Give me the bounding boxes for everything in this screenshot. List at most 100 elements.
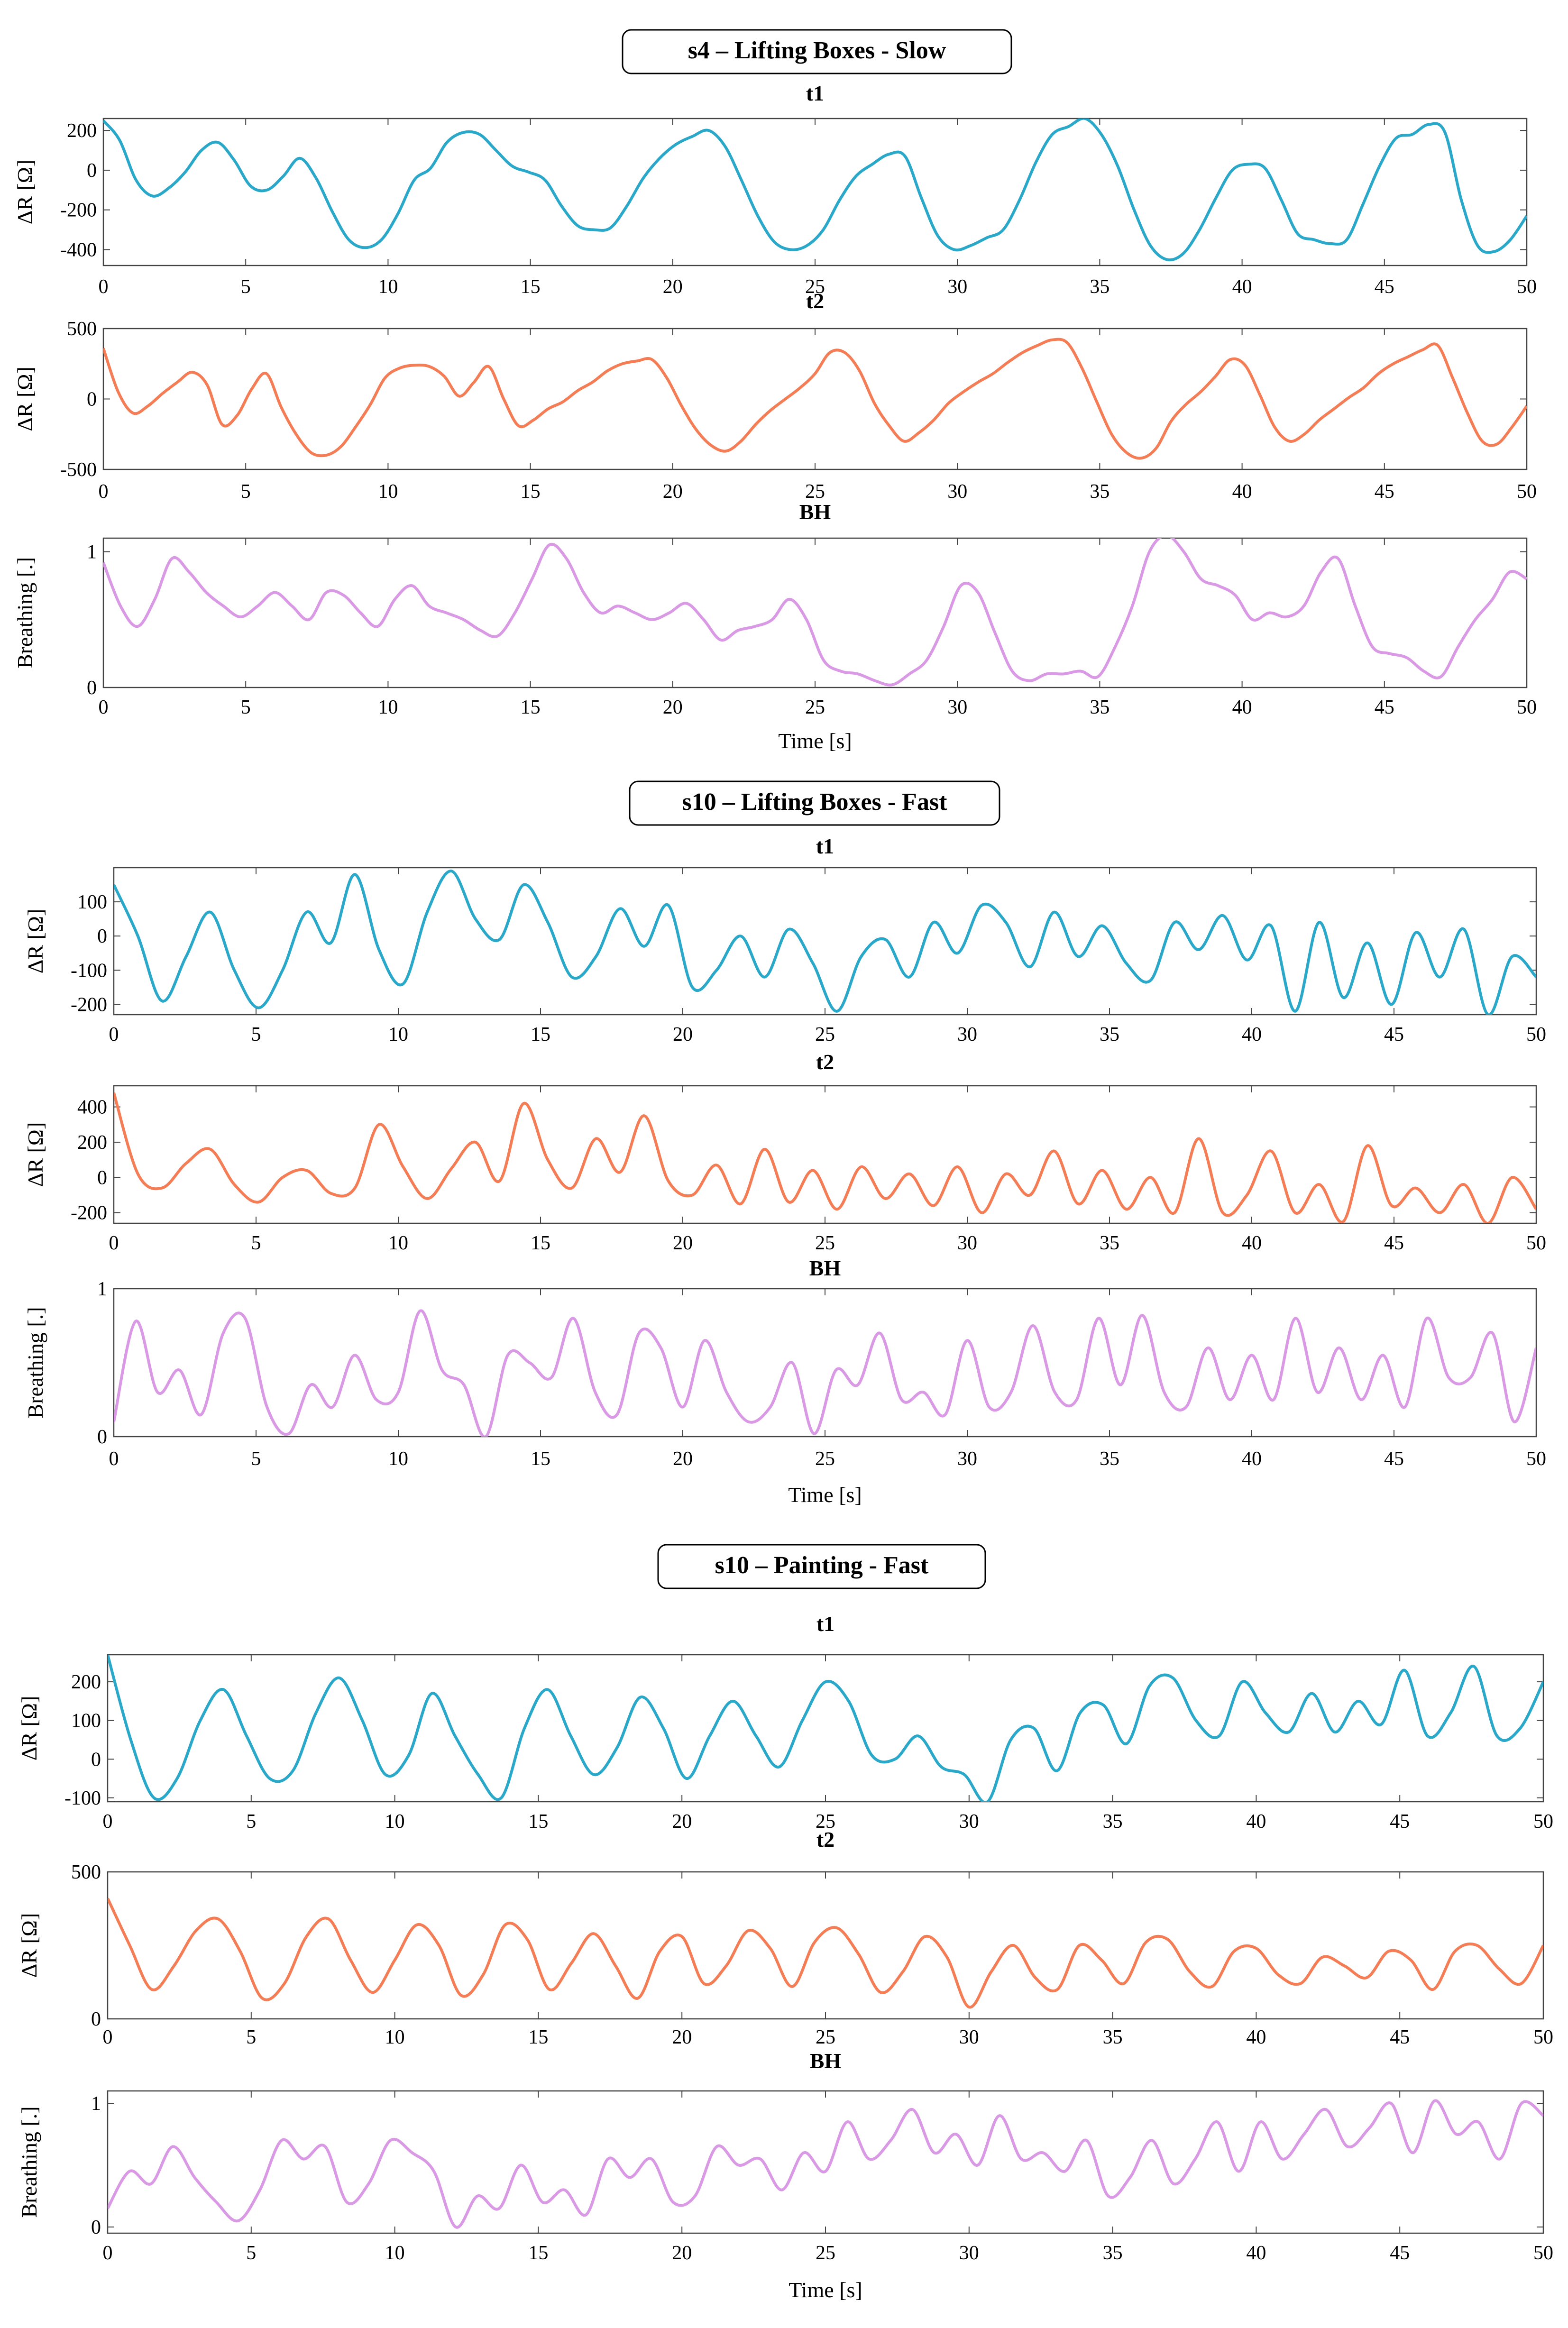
x-tick-label: 0 [99, 276, 109, 298]
y-tick-label: 0 [91, 1749, 101, 1770]
x-tick-label: 15 [521, 697, 541, 718]
panel-title: t2 [816, 1050, 834, 1074]
y-axis-label: Breathing [.] [17, 2106, 41, 2218]
y-tick-label: 1 [87, 541, 97, 563]
x-tick-label: 10 [378, 481, 398, 503]
x-tick-label: 15 [528, 2026, 548, 2048]
plot-frame [107, 2090, 1544, 2234]
series-line-t1 [114, 870, 1536, 1015]
panel-bh: BH 0 5 10 15 20 25 30 35 40 45 50 0 1 Breathing [.] Tim… [13, 500, 1537, 753]
x-tick-label: 25 [805, 697, 825, 718]
series-line-bh [114, 1309, 1536, 1437]
y-tick-label: 500 [67, 318, 97, 340]
y-axis-label: ΔR [Ω] [23, 909, 47, 974]
x-tick-label: 15 [531, 1024, 550, 1045]
series-line-t2 [103, 338, 1527, 460]
y-tick-label: 200 [71, 1671, 101, 1693]
x-tick-label: 15 [531, 1232, 550, 1254]
x-tick-label: 45 [1384, 1448, 1404, 1470]
x-tick-label: 0 [109, 1024, 119, 1045]
y-tick-label: 0 [87, 389, 97, 411]
x-tick-label: 45 [1375, 481, 1394, 503]
x-tick-label: 10 [385, 2026, 405, 2048]
x-tick-label: 30 [959, 2026, 979, 2048]
y-tick-label: 0 [97, 1167, 107, 1189]
x-tick-label: 50 [1517, 697, 1537, 718]
x-tick-label: 45 [1390, 2242, 1410, 2264]
x-tick-label: 30 [959, 2242, 979, 2264]
x-tick-label: 0 [109, 1232, 119, 1254]
panel-title: t2 [806, 289, 824, 313]
x-tick-label: 20 [672, 2026, 692, 2048]
x-tick-label: 5 [241, 697, 251, 718]
x-tick-label: 5 [241, 481, 251, 503]
x-tick-label: 40 [1242, 1024, 1262, 1045]
x-tick-label: 15 [528, 2242, 548, 2264]
x-tick-label: 50 [1533, 2242, 1553, 2264]
x-tick-label: 10 [378, 276, 398, 298]
y-tick-label: 500 [71, 1861, 101, 1883]
panel-t1: t1 0 5 10 15 20 25 30 35 40 45 50 -200 -100 0 100 ΔR [Ω] [23, 834, 1546, 1045]
x-tick-label: 45 [1384, 1024, 1404, 1045]
x-tick-label: 40 [1232, 697, 1252, 718]
x-tick-label: 35 [1090, 481, 1110, 503]
x-tick-label: 0 [103, 1811, 113, 1833]
x-tick-label: 30 [957, 1232, 977, 1254]
y-tick-label: 100 [71, 1710, 101, 1732]
x-tick-label: 30 [957, 1024, 977, 1045]
x-tick-label: 50 [1533, 2026, 1553, 2048]
x-tick-label: 5 [246, 2242, 256, 2264]
x-tick-label: 25 [816, 2026, 835, 2048]
x-axis-label: Time [s] [789, 2278, 862, 2302]
x-tick-label: 20 [663, 481, 683, 503]
plot-frame [102, 328, 1528, 470]
x-tick-label: 45 [1384, 1232, 1404, 1254]
x-tick-label: 35 [1103, 2026, 1123, 2048]
x-tick-label: 10 [388, 1024, 408, 1045]
panel-title: t1 [816, 1612, 834, 1636]
x-tick-label: 30 [947, 481, 967, 503]
chart-group-3: s10 – Painting - Fast t1 0 5 10 15 20 25 30 35 40 4… [17, 1544, 1553, 2302]
x-tick-label: 30 [959, 1811, 979, 1833]
x-tick-label: 15 [521, 276, 541, 298]
x-tick-label: 20 [673, 1232, 693, 1254]
x-tick-label: 15 [521, 481, 541, 503]
x-tick-label: 5 [251, 1232, 261, 1254]
y-tick-label: -400 [60, 239, 97, 261]
y-tick-label: 200 [67, 120, 97, 142]
y-tick-label: 0 [87, 677, 97, 699]
y-tick-label: -100 [71, 960, 107, 981]
x-tick-label: 0 [99, 481, 109, 503]
x-tick-label: 30 [957, 1448, 977, 1470]
plot-frame [102, 537, 1528, 688]
x-tick-label: 50 [1526, 1024, 1546, 1045]
x-tick-label: 5 [246, 2026, 256, 2048]
x-tick-label: 50 [1517, 481, 1537, 503]
y-axis-label: ΔR [Ω] [13, 367, 37, 431]
x-tick-label: 10 [388, 1448, 408, 1470]
x-tick-label: 25 [816, 2242, 835, 2264]
x-tick-label: 35 [1100, 1448, 1119, 1470]
x-tick-label: 35 [1090, 697, 1110, 718]
x-tick-label: 35 [1090, 276, 1110, 298]
plot-frame [113, 1085, 1537, 1224]
panel-t1: t1 0 5 10 15 20 25 30 35 40 45 50 -400 -200 0 200 ΔR [Ω] [13, 81, 1537, 298]
group-title-box [622, 29, 1012, 74]
group-title: s10 – Painting - Fast [715, 1552, 929, 1579]
x-tick-label: 30 [947, 697, 967, 718]
x-tick-label: 5 [246, 1811, 256, 1833]
panel-title: BH [809, 1256, 841, 1280]
y-axis-label: ΔR [Ω] [13, 160, 37, 225]
y-tick-label: 100 [77, 891, 107, 913]
y-tick-label: 200 [77, 1132, 107, 1154]
x-tick-label: 25 [815, 1448, 835, 1470]
x-tick-label: 0 [99, 697, 109, 718]
y-tick-label: 0 [91, 2217, 101, 2238]
x-tick-label: 40 [1246, 2026, 1266, 2048]
plot-frame [107, 1871, 1544, 2020]
x-tick-label: 25 [805, 276, 825, 298]
x-tick-label: 35 [1100, 1232, 1119, 1254]
x-tick-label: 40 [1242, 1232, 1262, 1254]
